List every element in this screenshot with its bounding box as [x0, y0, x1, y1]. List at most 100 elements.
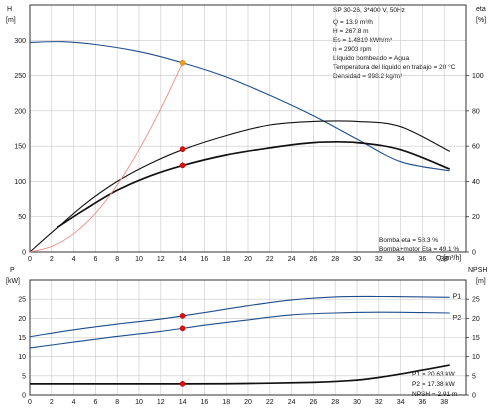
x-tick-label: 10 — [135, 399, 143, 406]
x-tick-label: 18 — [222, 256, 230, 263]
x-tick-label: 16 — [201, 399, 209, 406]
eta-line: Bomba+motor Eta = 49.1 % — [379, 246, 459, 253]
duty-point-marker — [179, 60, 186, 66]
series-line — [56, 140, 451, 229]
plot-frame — [29, 4, 467, 253]
info-line: Densidad = 998.2 kg/m³ — [333, 73, 403, 80]
duty-point-marker — [179, 313, 186, 319]
duty-point-marker — [179, 146, 186, 152]
info-line: n = 2903 rpm — [333, 46, 371, 53]
x-tick-label: 8 — [115, 399, 119, 406]
x-tick-label: 14 — [179, 256, 187, 263]
x-tick-label: 4 — [72, 399, 76, 406]
top-eta-box: Bomba eta = 58.3 % Bomba+motor Eta = 49.… — [379, 237, 459, 253]
y-left-tick-label: 150 — [14, 144, 26, 151]
info-line: Q = 13.9 m³/h — [333, 19, 373, 26]
bottom-right-axis-unit: [m] — [476, 278, 486, 285]
bottom-left-axis-unit: [kW] — [6, 278, 20, 285]
x-tick-label: 30 — [353, 399, 361, 406]
x-tick-label: 26 — [310, 399, 318, 406]
y-right-tick-label: 20 — [472, 316, 480, 323]
top-right-axis-unit: [%] — [476, 17, 486, 24]
x-tick-label: 28 — [331, 256, 339, 263]
x-tick-label: 16 — [201, 256, 209, 263]
series-line — [29, 295, 450, 338]
x-tick-label: 2 — [50, 256, 54, 263]
y-right-tick-label: 0 — [472, 393, 476, 400]
x-tick-label: 6 — [93, 399, 97, 406]
y-left-tick-label: 50 — [18, 214, 26, 221]
eta-line: Bomba eta = 58.3 % — [379, 237, 438, 244]
bottom-info-box: P1 = 20.63 kW P2 = 17.38 kW NPSH = 2.91 … — [412, 371, 457, 398]
x-tick-label: 10 — [135, 256, 143, 263]
x-tick-label: 14 — [179, 399, 187, 406]
x-tick-label: 8 — [115, 256, 119, 263]
x-tick-label: 18 — [222, 399, 230, 406]
y-right-tick-label: 25 — [472, 297, 480, 304]
x-tick-label: 26 — [310, 256, 318, 263]
x-tick-label: 22 — [266, 399, 274, 406]
y-left-tick-label: 15 — [18, 335, 26, 342]
y-right-tick-label: 5 — [472, 373, 476, 380]
x-tick-label: 0 — [28, 399, 32, 406]
x-tick-label: 6 — [93, 256, 97, 263]
x-tick-label: 24 — [288, 256, 296, 263]
y-left-tick-label: 100 — [14, 179, 26, 186]
y-right-tick-label: 10 — [472, 354, 480, 361]
y-left-tick-label: 300 — [14, 38, 26, 45]
series-line — [29, 62, 184, 253]
duty-point-marker — [179, 162, 186, 169]
top-chart: 0 2 4 6 8 10 12 14 16 18 20 22 24 26 28 30 32 34 36 3805010… — [14, 4, 484, 263]
y-right-tick-label: 20 — [472, 214, 480, 221]
x-tick-label: 34 — [397, 256, 405, 263]
y-right-tick-label: 60 — [472, 144, 480, 151]
series-label-p1: P1 — [453, 293, 462, 300]
info-line: P1 = 20.63 kW — [412, 371, 456, 378]
y-left-tick-label: 5 — [22, 373, 26, 380]
series-line — [29, 311, 450, 349]
y-right-tick-label: 100 — [472, 73, 484, 80]
y-left-tick-label: 20 — [18, 316, 26, 323]
x-tick-label: 12 — [157, 399, 165, 406]
y-right-tick-label: 80 — [472, 108, 480, 115]
x-tick-label: 36 — [419, 399, 427, 406]
x-tick-label: 32 — [375, 399, 383, 406]
bottom-chart-labels: P [kW] NPSH [m] — [6, 267, 487, 285]
x-tick-label: 34 — [397, 399, 405, 406]
y-left-tick-label: 0 — [22, 393, 26, 400]
y-right-tick-label: 0 — [472, 250, 476, 257]
x-tick-label: 38 — [440, 399, 448, 406]
y-right-tick-label: 15 — [472, 335, 480, 342]
x-tick-label: 12 — [157, 256, 165, 263]
y-left-tick-label: 200 — [14, 108, 26, 115]
x-tick-label: 38 — [440, 256, 448, 263]
x-tick-label: 4 — [72, 256, 76, 263]
top-info-box: Q = 13.9 m³/h H = 267.8 m Es = 1.4819 kW… — [333, 19, 456, 80]
plot-frame — [29, 279, 467, 396]
top-left-axis-symbol: H — [7, 6, 12, 13]
info-line: Temperatura del líquido en trabajo = 20 … — [333, 63, 456, 71]
y-left-tick-label: 0 — [22, 250, 26, 257]
x-tick-label: 28 — [331, 399, 339, 406]
y-right-tick-label: 40 — [472, 179, 480, 186]
series-line — [30, 364, 450, 385]
bottom-chart: 0 2 4 6 8 10 12 14 16 18 20 22 24 26 28 30 32 34 36 3805101… — [18, 279, 480, 406]
x-tick-label: 0 — [28, 256, 32, 263]
x-tick-label: 24 — [288, 399, 296, 406]
top-chart-labels: H [m] eta [%] Q [m³/h] SP 30-26, 3*400 V… — [6, 6, 486, 262]
x-tick-label: 20 — [244, 256, 252, 263]
bottom-left-axis-symbol: P — [10, 267, 15, 274]
x-tick-label: 20 — [244, 399, 252, 406]
y-left-tick-label: 25 — [18, 297, 26, 304]
x-tick-label: 32 — [375, 256, 383, 263]
info-line: P2 = 17.38 kW — [412, 381, 456, 388]
duty-point-marker — [179, 380, 186, 387]
duty-point-marker — [179, 325, 186, 332]
top-left-axis-unit: [m] — [6, 17, 16, 24]
top-x-axis-label: Q [m³/h] — [436, 255, 461, 262]
bottom-right-axis-symbol: NPSH — [468, 267, 487, 274]
series-line — [29, 41, 450, 172]
info-line: H = 267.8 m — [333, 28, 369, 35]
top-chart-title: SP 30-26, 3*400 V, 50Hz — [333, 7, 405, 14]
